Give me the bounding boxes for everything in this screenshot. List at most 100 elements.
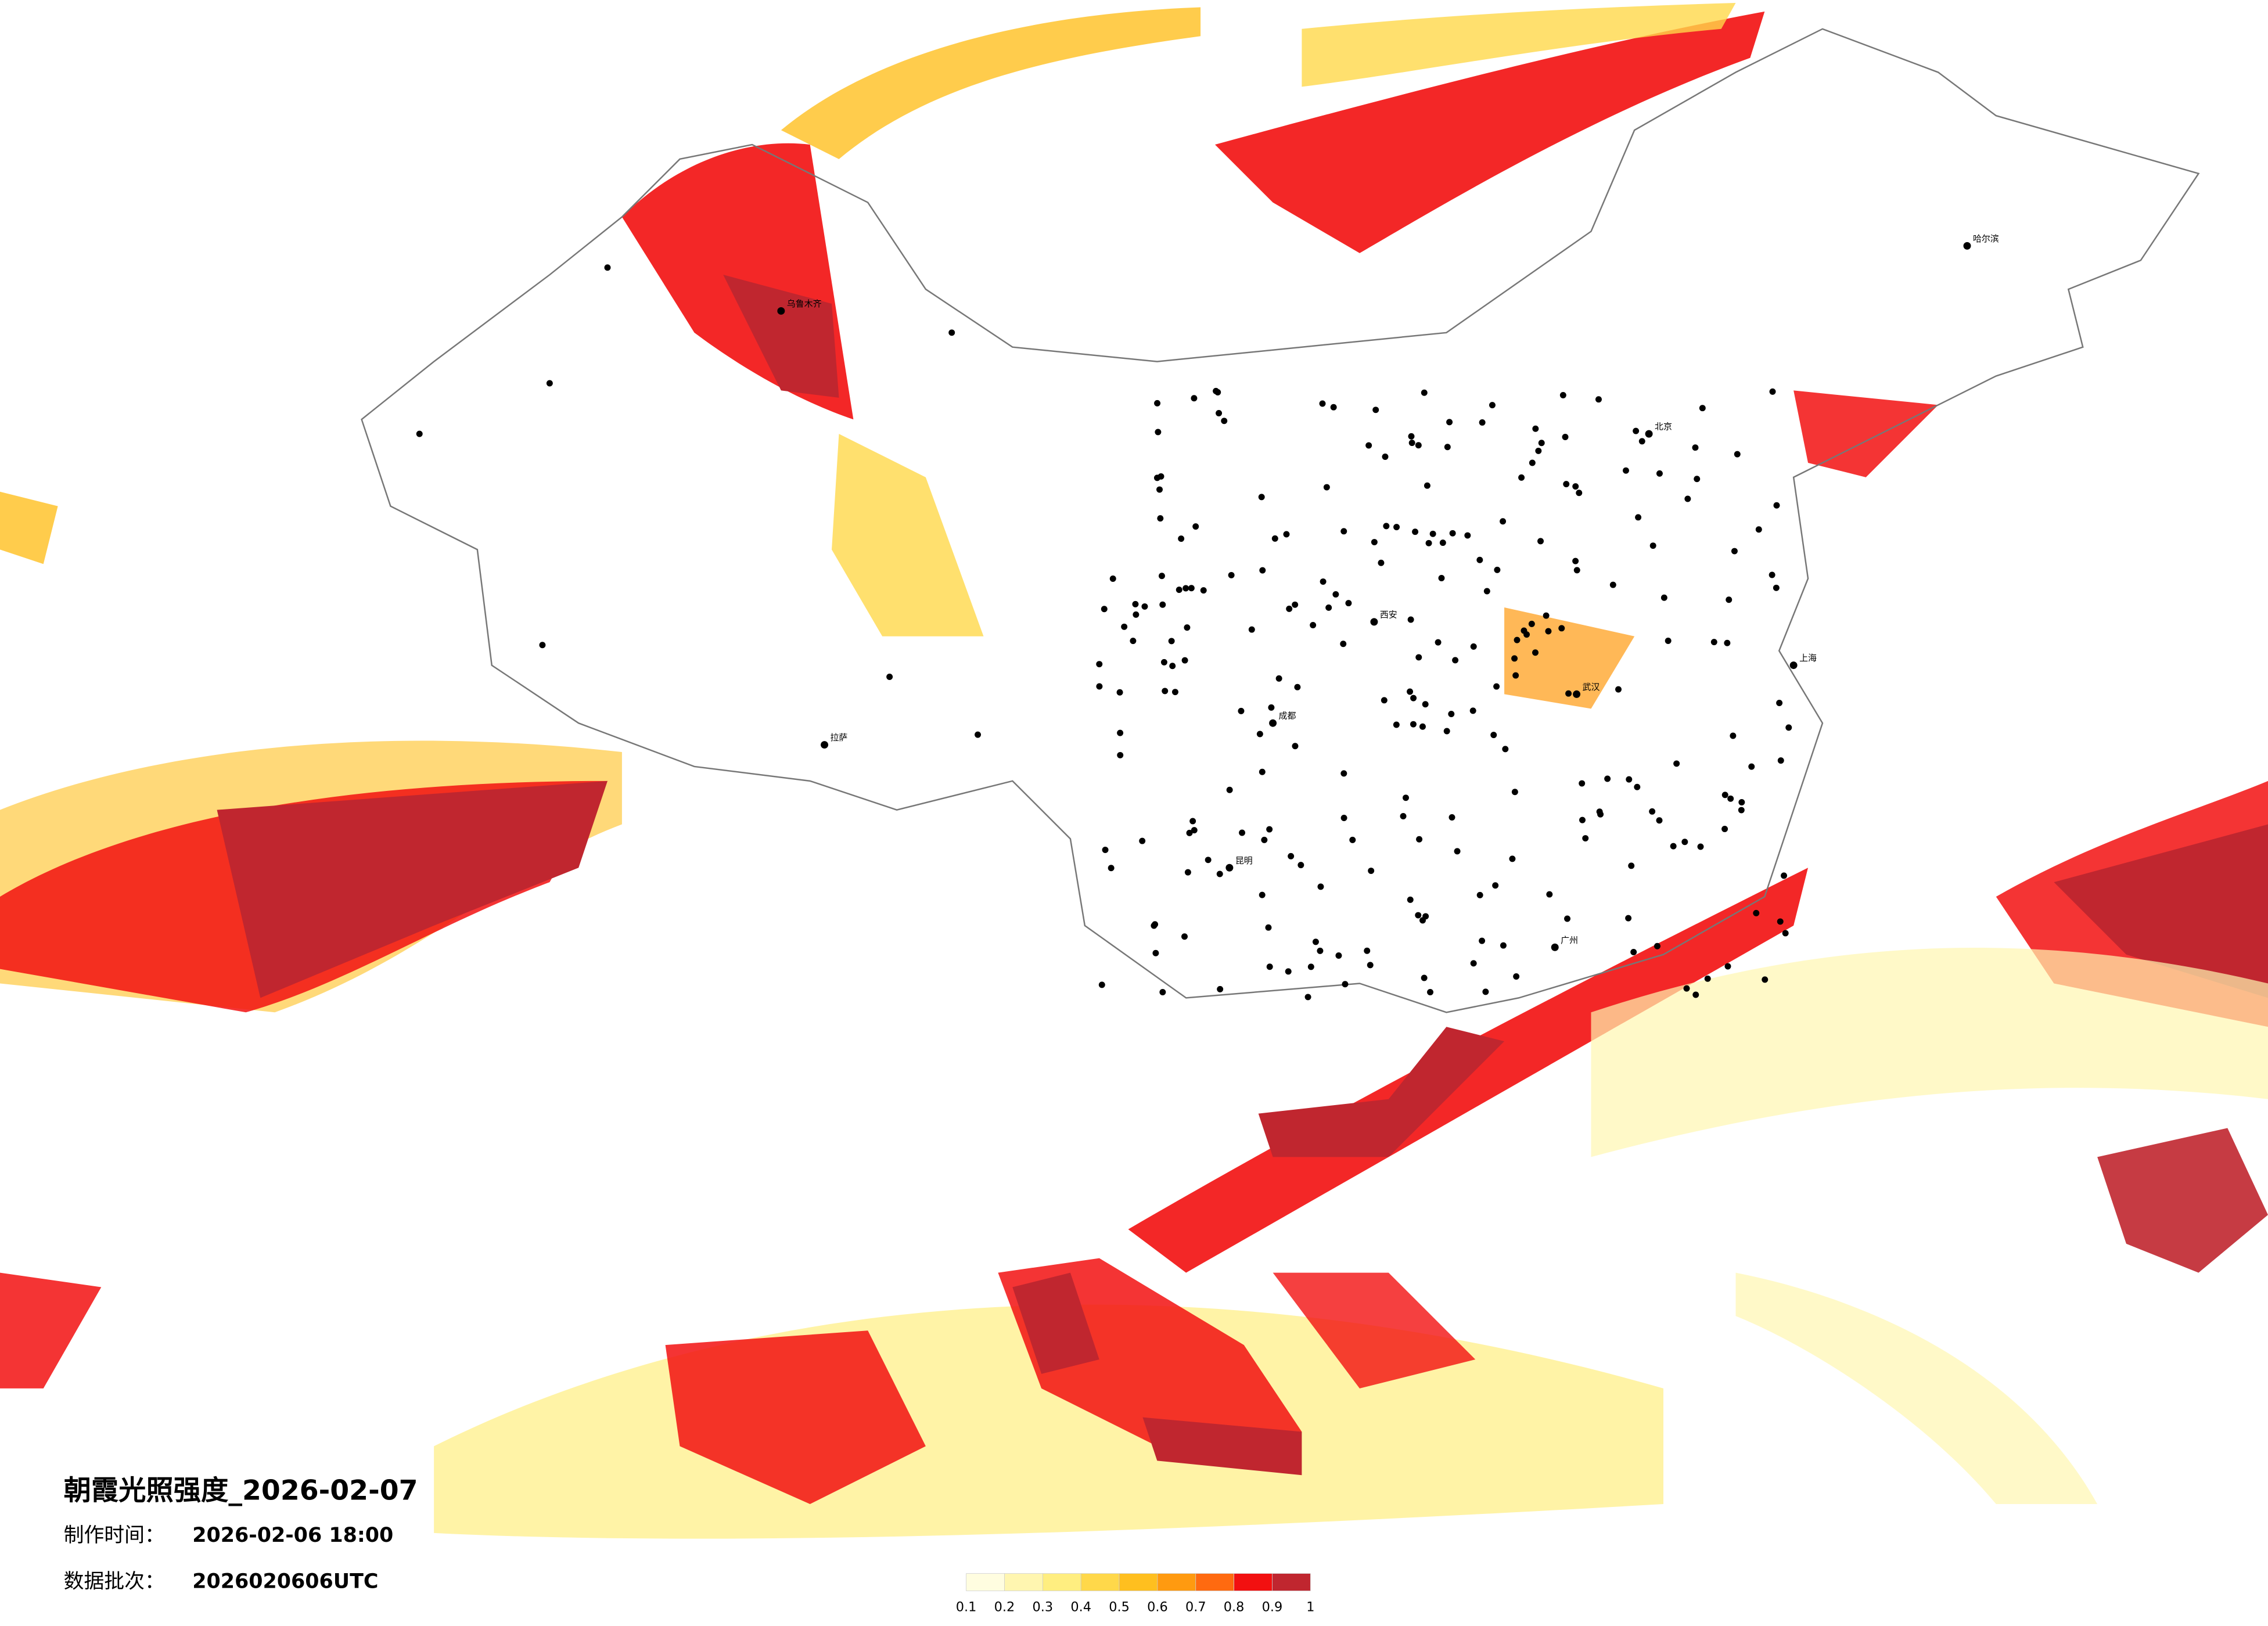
- station-dot: [1721, 792, 1728, 798]
- station-dot: [1422, 701, 1429, 708]
- station-dot: [1408, 433, 1415, 440]
- station-dot: [1228, 571, 1235, 578]
- station-dot: [1511, 789, 1518, 796]
- station-dot: [1697, 843, 1704, 850]
- station-dot: [1407, 616, 1414, 623]
- station-dot: [1345, 600, 1352, 607]
- legend-tick-label: 1: [1306, 1599, 1314, 1614]
- station-dot: [1116, 689, 1123, 696]
- station-dot: [1710, 639, 1717, 646]
- station-dot: [1572, 557, 1579, 564]
- station-dot: [1151, 922, 1158, 929]
- station-dot: [1181, 657, 1188, 664]
- station-dot: [1512, 672, 1519, 679]
- station-dot: [1415, 912, 1422, 919]
- station-dot: [1476, 891, 1483, 898]
- city-dot: [777, 307, 785, 315]
- station-dot: [1724, 639, 1731, 646]
- production-value: 2026-02-06 18:00: [192, 1524, 393, 1547]
- station-dot: [1538, 440, 1545, 447]
- station-dot: [1415, 654, 1422, 661]
- city-label: 拉萨: [831, 732, 848, 743]
- station-dot: [1683, 985, 1690, 992]
- station-dot: [1153, 474, 1160, 481]
- station-dot: [1776, 700, 1783, 706]
- station-dot: [1660, 594, 1667, 601]
- station-dot: [1408, 440, 1415, 447]
- station-dot: [1494, 566, 1501, 573]
- station-dot: [1368, 868, 1375, 875]
- city-dots: [416, 264, 1792, 1001]
- legend-swatch: [966, 1573, 1005, 1591]
- station-dot: [1500, 518, 1507, 525]
- station-dot: [1188, 585, 1195, 592]
- station-dot: [1323, 484, 1330, 491]
- city-dot: [1269, 719, 1277, 727]
- station-dot: [1483, 588, 1490, 595]
- station-dot: [1319, 400, 1326, 407]
- city-dot: [1573, 690, 1581, 698]
- station-dot: [1159, 601, 1166, 608]
- station-dot: [1454, 848, 1461, 855]
- station-dot: [416, 430, 423, 437]
- station-dot: [1367, 962, 1374, 969]
- legend-tick-label: 0.6: [1147, 1599, 1168, 1614]
- legend-swatch: [1080, 1573, 1120, 1591]
- station-dot: [1393, 524, 1400, 531]
- station-dot: [604, 264, 611, 271]
- station-dot: [1628, 862, 1635, 869]
- station-dot: [1317, 947, 1324, 954]
- station-dot: [1681, 839, 1688, 846]
- station-dot: [1604, 775, 1611, 782]
- station-dot: [1268, 704, 1275, 711]
- station-dot: [1416, 836, 1423, 843]
- station-dot: [1415, 442, 1422, 449]
- station-dot: [1782, 930, 1789, 937]
- station-dot: [1189, 818, 1196, 825]
- station-dot: [1160, 659, 1167, 665]
- station-dot: [1292, 743, 1299, 750]
- station-dot: [1403, 794, 1409, 801]
- legend-swatch: [1157, 1573, 1196, 1591]
- legend-tick-label: 0.1: [956, 1599, 977, 1614]
- station-dot: [1721, 825, 1728, 832]
- station-dot: [1325, 604, 1332, 611]
- station-dot: [1535, 447, 1542, 454]
- station-dot: [1738, 799, 1745, 805]
- station-dot: [1656, 817, 1663, 824]
- station-dot: [1724, 963, 1731, 970]
- station-dot: [1304, 994, 1311, 1001]
- station-dot: [1673, 760, 1680, 767]
- station-dot: [1178, 535, 1185, 542]
- city-label: 哈尔滨: [1973, 233, 1999, 244]
- station-dot: [1117, 751, 1124, 758]
- station-dot: [1521, 627, 1527, 634]
- map-title: 朝霞光照强度_2026-02-07: [64, 1475, 418, 1507]
- station-dot: [1438, 575, 1445, 581]
- station-dot: [1186, 829, 1193, 836]
- station-dot: [1141, 603, 1148, 610]
- station-dot: [1489, 402, 1496, 409]
- station-dot: [1532, 649, 1539, 656]
- station-dot: [1543, 612, 1550, 619]
- station-dot: [1514, 636, 1521, 643]
- station-dot: [1400, 813, 1407, 819]
- legend-tick-label: 0.3: [1033, 1599, 1054, 1614]
- station-dot: [1154, 400, 1161, 406]
- city-label: 成都: [1279, 711, 1296, 721]
- station-dot: [1439, 539, 1446, 546]
- station-dot: [1448, 710, 1455, 717]
- station-dot: [1258, 494, 1265, 501]
- station-dot: [1492, 882, 1499, 889]
- station-dot: [1283, 531, 1290, 538]
- station-dot: [1565, 690, 1572, 697]
- station-dot: [1500, 942, 1507, 949]
- station-dot: [1335, 952, 1342, 959]
- legend-swatch: [1195, 1573, 1234, 1591]
- station-dot: [1410, 695, 1417, 702]
- batch-label: 数据批次：: [64, 1570, 165, 1593]
- station-dot: [1576, 490, 1583, 497]
- station-dot: [1773, 502, 1780, 509]
